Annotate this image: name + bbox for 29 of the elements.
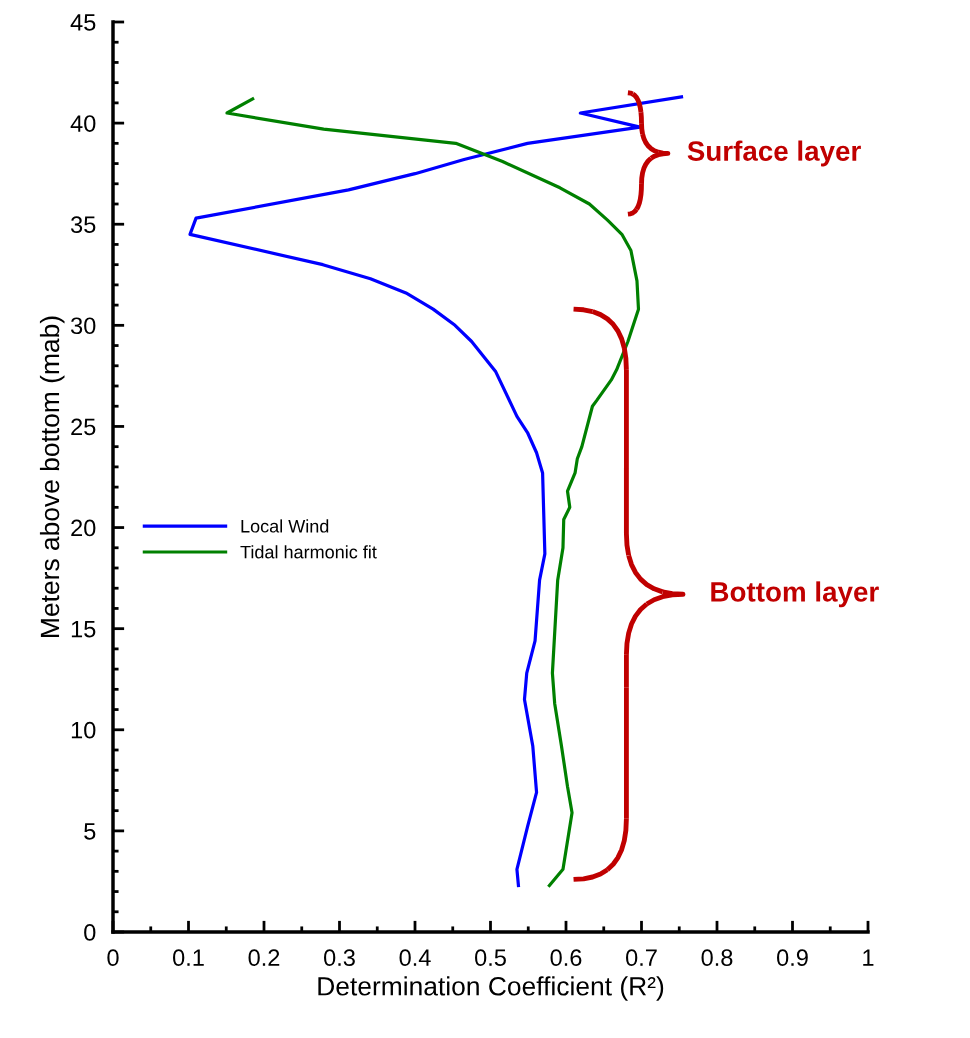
- y-tick-label: 5: [84, 823, 96, 840]
- annotation: Surface layer: [687, 140, 861, 167]
- y-tick-label: 10: [71, 721, 96, 739]
- x-tick-label: 0.4: [399, 949, 431, 967]
- y-tick-label: 40: [70, 115, 96, 132]
- x-tick-label: 0.3: [324, 949, 355, 967]
- y-tick-label: 20: [71, 519, 96, 537]
- legend-label: Tidal harmonic fit: [240, 545, 377, 559]
- x-tick-label: 0.7: [626, 949, 657, 967]
- y-tick-label: 0: [84, 924, 96, 941]
- x-tick-label: 0.8: [701, 949, 733, 967]
- x-tick-label: 0: [107, 949, 119, 967]
- line-series: [188, 95, 684, 888]
- x-tick-label: 0.2: [248, 949, 280, 967]
- annotation: Bottom layer: [711, 581, 879, 608]
- x-tick-label: 0.5: [475, 949, 506, 967]
- y-tick-label: 35: [70, 216, 96, 234]
- legend-label: Local Wind: [241, 519, 329, 533]
- y-tick-label: 45: [70, 14, 96, 31]
- line-series: [225, 97, 641, 888]
- x-tick-label: 0.1: [173, 949, 204, 967]
- x-tick-label: 0.6: [550, 949, 582, 967]
- y-tick-label: 15: [71, 620, 96, 638]
- y-tick-label: 30: [70, 317, 96, 335]
- y-axis-title: Meters above bottom (mab): [39, 316, 65, 637]
- x-tick-label: 1: [863, 949, 874, 966]
- x-tick-label: 0.9: [777, 949, 808, 967]
- y-tick-label: 25: [71, 418, 96, 436]
- x-axis-title: Determination Coefficient (R²): [318, 976, 664, 1001]
